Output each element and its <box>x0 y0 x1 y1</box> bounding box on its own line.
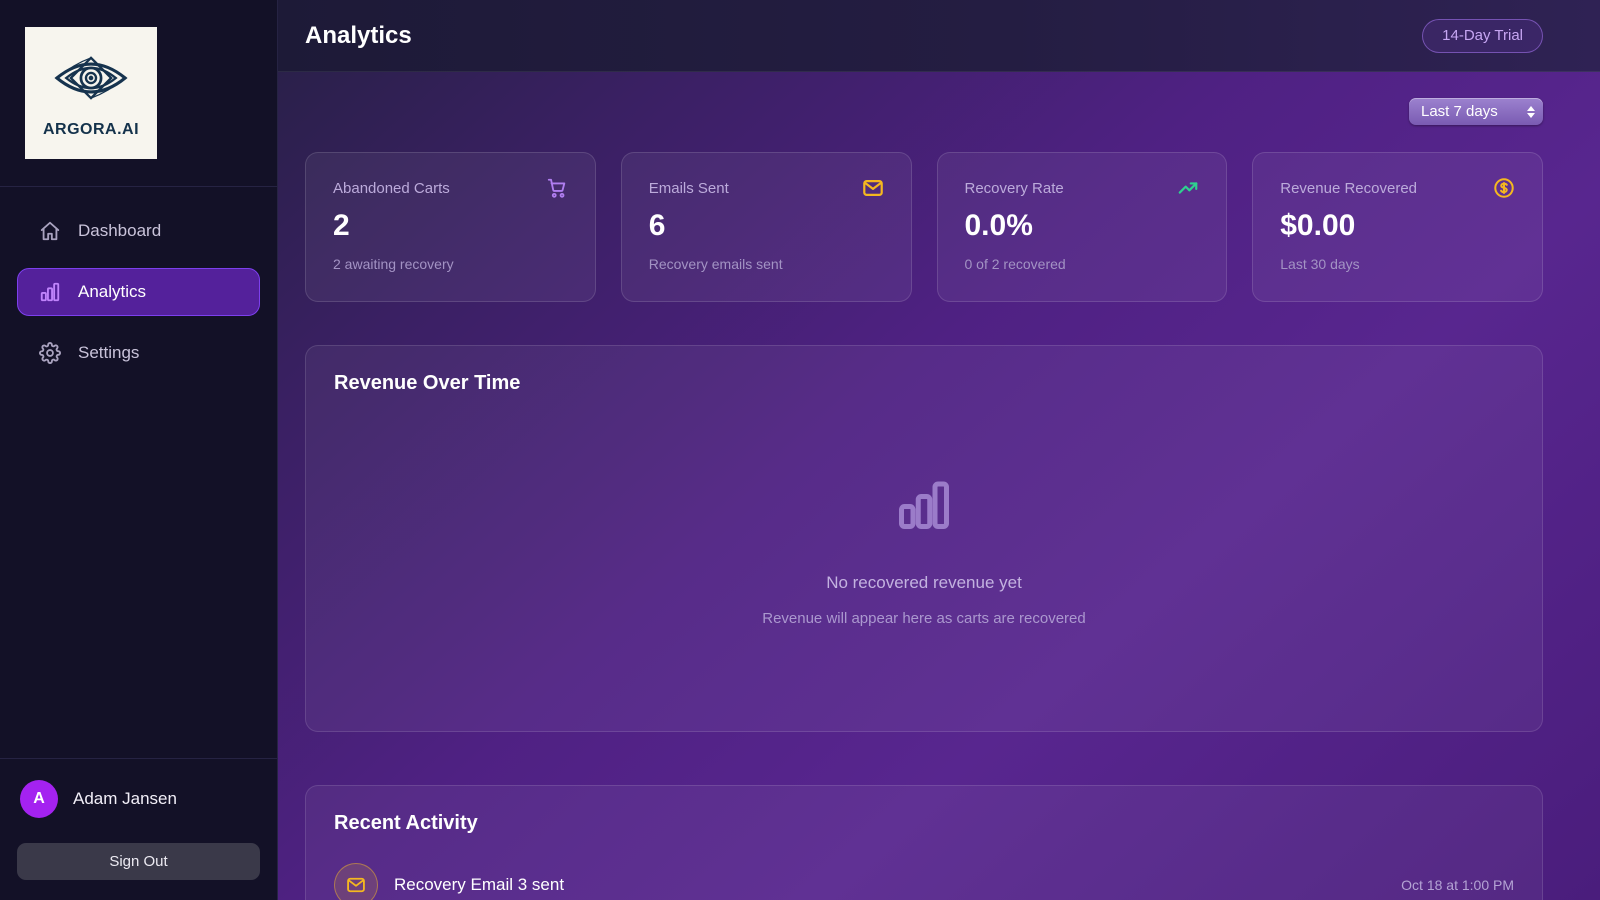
cart-icon <box>546 177 568 199</box>
sidebar-item-label: Settings <box>78 343 140 362</box>
empty-bar-chart-icon <box>894 474 954 539</box>
logo-wordmark: ARGORA.AI <box>42 121 140 138</box>
stat-label: Abandoned Carts <box>333 179 450 197</box>
sidebar-user-section: A Adam Jansen Sign Out <box>0 758 277 900</box>
eye-logo-icon <box>52 47 130 114</box>
stat-value: 6 <box>648 209 666 242</box>
date-range-select[interactable]: Last 7 days <box>1409 98 1543 125</box>
chart-title: Revenue Over Time <box>334 372 521 394</box>
sidebar-nav: Dashboard Analytics Settings <box>0 187 277 377</box>
activity-list-item: Recovery Email 3 sent Oct 18 at 1:00 PM <box>334 863 1514 900</box>
stat-subtitle: Last 30 days <box>1280 256 1360 272</box>
activity-item-title: Recovery Email 3 sent <box>394 875 565 894</box>
stat-label: Emails Sent <box>648 179 729 197</box>
stat-subtitle: 0 of 2 recovered <box>964 256 1066 272</box>
stats-grid: Abandoned Carts 2 2 awaiting recovery Em… <box>305 152 1543 302</box>
sidebar-item-label: Dashboard <box>78 221 162 240</box>
content-scroll-area[interactable]: Last 7 days Abandoned Carts 2 <box>278 72 1600 900</box>
stat-card-revenue-recovered: Revenue Recovered $0.00 Last 30 days <box>1252 152 1543 302</box>
mail-icon <box>334 863 378 900</box>
revenue-over-time-panel: Revenue Over Time No recovered revenue y… <box>305 345 1543 732</box>
stat-value: $0.00 <box>1280 209 1356 242</box>
main-area: Analytics 14-Day Trial Last 7 days Aband… <box>278 0 1600 900</box>
select-arrows-icon <box>1527 105 1535 118</box>
sidebar-item-label: Analytics <box>78 282 147 301</box>
empty-state-subtitle: Revenue will appear here as carts are re… <box>762 609 1086 627</box>
home-icon <box>39 220 61 242</box>
stat-subtitle: 2 awaiting recovery <box>333 256 454 272</box>
filter-row: Last 7 days <box>305 98 1543 125</box>
mail-icon <box>862 177 884 199</box>
stat-card-abandoned-carts: Abandoned Carts 2 2 awaiting recovery <box>305 152 596 302</box>
avatar: A <box>20 780 58 818</box>
activity-item-timestamp: Oct 18 at 1:00 PM <box>1401 877 1514 893</box>
chart-empty-state: No recovered revenue yet Revenue will ap… <box>334 395 1514 705</box>
stat-value: 0.0% <box>964 209 1033 242</box>
sidebar-item-analytics[interactable]: Analytics <box>17 268 260 316</box>
sign-out-button[interactable]: Sign Out <box>17 843 260 880</box>
user-name: Adam Jansen <box>73 789 177 808</box>
stat-label: Recovery Rate <box>964 179 1064 197</box>
logo: ARGORA.AI <box>0 0 277 159</box>
sidebar-divider <box>0 186 277 187</box>
logo-card: ARGORA.AI <box>25 27 157 159</box>
sidebar-item-settings[interactable]: Settings <box>17 329 260 377</box>
dollar-icon <box>1493 177 1515 199</box>
page-title: Analytics <box>305 21 412 49</box>
empty-state-title: No recovered revenue yet <box>826 572 1022 592</box>
recent-activity-panel: Recent Activity Recovery Email 3 sent Oc… <box>305 785 1543 900</box>
bar-chart-icon <box>39 281 61 303</box>
stat-subtitle: Recovery emails sent <box>648 256 783 272</box>
recent-activity-title: Recent Activity <box>334 812 478 834</box>
trend-up-icon <box>1177 177 1199 199</box>
sidebar-item-dashboard[interactable]: Dashboard <box>17 207 260 255</box>
stat-card-recovery-rate: Recovery Rate 0.0% 0 of 2 recovered <box>936 152 1228 302</box>
date-range-value: Last 7 days <box>1421 103 1498 120</box>
top-header: Analytics 14-Day Trial <box>278 0 1600 72</box>
trial-badge[interactable]: 14-Day Trial <box>1422 18 1543 53</box>
stat-value: 2 <box>333 209 350 242</box>
sidebar: ARGORA.AI Dashboard Analytics <box>0 0 278 900</box>
user-row: A Adam Jansen <box>17 780 260 818</box>
stat-label: Revenue Recovered <box>1280 179 1418 197</box>
stat-card-emails-sent: Emails Sent 6 Recovery emails sent <box>620 152 912 302</box>
gear-icon <box>39 342 61 364</box>
